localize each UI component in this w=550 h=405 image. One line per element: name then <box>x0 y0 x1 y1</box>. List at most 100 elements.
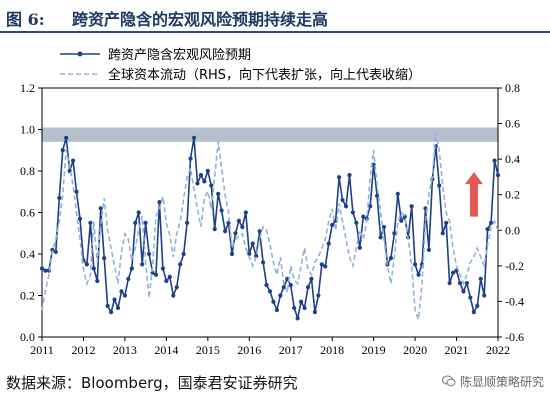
risk-expectation-point <box>129 266 134 271</box>
risk-expectation-point <box>412 262 418 267</box>
risk-expectation-point <box>271 299 276 304</box>
legend-label-risk: 跨资产隐含宏观风险预期 <box>108 47 251 63</box>
x-tick-label: 2015 <box>196 343 220 357</box>
arrow-shaft <box>469 182 478 217</box>
risk-expectation-point <box>57 195 62 201</box>
risk-expectation-point <box>119 289 124 294</box>
risk-expectation-point <box>133 220 138 225</box>
risk-expectation-point <box>164 278 169 284</box>
risk-expectation-point <box>392 231 397 236</box>
figure-title-bar: 图 6: 跨资产隐含的宏观风险预期持续走高 <box>0 0 550 33</box>
risk-expectation-point <box>105 303 110 308</box>
risk-expectation-point <box>202 179 207 184</box>
y-right-tick-label: 0.2 <box>505 188 520 202</box>
risk-expectation-point <box>88 220 93 225</box>
risk-expectation-point <box>84 262 89 267</box>
risk-expectation-point <box>468 295 473 300</box>
risk-expectation-point <box>153 272 159 277</box>
risk-expectation-point <box>461 289 466 294</box>
risk-expectation-point <box>184 220 190 225</box>
risk-expectation-point <box>60 148 65 153</box>
risk-expectation-point <box>444 220 449 225</box>
watermark-text: 陈显顺策略研究 <box>459 375 544 389</box>
risk-expectation-point <box>188 156 193 161</box>
arrow-head <box>464 172 483 185</box>
risk-expectation-point <box>95 278 100 284</box>
risk-expectation-point <box>267 289 273 294</box>
risk-expectation-point <box>64 135 69 140</box>
risk-expectation-point <box>440 231 445 236</box>
risk-expectation-point <box>381 224 387 230</box>
x-tick-label: 2014 <box>154 343 178 357</box>
risk-expectation-point <box>219 208 224 213</box>
risk-expectation-point <box>254 253 259 259</box>
risk-expectation-point <box>157 200 162 205</box>
risk-expectation-point <box>368 204 373 209</box>
chart-svg: 0.0 0.2 0.4 0.6 0.8 1.0 1.2 -0.6 -0.4 -0.2 0.0 0.2 0… <box>20 47 524 357</box>
risk-expectation-point <box>409 204 414 209</box>
risk-expectation-point <box>495 173 501 178</box>
y-left-tick-label: 0.6 <box>20 206 35 220</box>
x-tick-label: 2020 <box>403 343 427 357</box>
risk-expectation-point <box>243 210 248 215</box>
risk-expectation-point <box>178 262 183 267</box>
x-tick-label: 2017 <box>279 343 303 357</box>
risk-expectation-point <box>395 191 400 196</box>
risk-expectation-point <box>115 305 121 311</box>
risk-expectation-point <box>326 241 331 246</box>
y-right-tick-label: 0.6 <box>505 117 520 131</box>
risk-expectation-point <box>171 293 176 298</box>
risk-expectation-point <box>278 293 283 298</box>
risk-expectation-point <box>77 216 83 221</box>
risk-expectation-point <box>240 224 245 230</box>
risk-expectation-point <box>399 218 404 223</box>
risk-expectation-point <box>53 249 58 255</box>
risk-expectation-point <box>198 173 203 178</box>
y-right-tick-label: 0.0 <box>505 223 520 237</box>
risk-expectation-point <box>305 285 311 290</box>
x-tick-label: 2013 <box>113 343 137 357</box>
risk-expectation-point <box>143 220 148 225</box>
risk-expectation-point <box>447 280 452 286</box>
risk-expectation-point <box>174 285 179 290</box>
x-tick-label: 2021 <box>445 343 469 357</box>
risk-expectation-point <box>195 181 200 186</box>
risk-expectation-point <box>337 175 342 180</box>
y-right-tick-label: 0.4 <box>505 152 520 166</box>
source-note: 数据来源：Bloomberg，国泰君安证券研究 <box>6 374 298 392</box>
risk-expectation-point <box>70 158 76 163</box>
risk-expectation-point <box>343 204 349 209</box>
risk-expectation-point <box>475 303 480 308</box>
y-right-tick-label: -0.2 <box>505 259 524 273</box>
risk-expectation-point <box>212 227 217 232</box>
risk-expectation-point <box>260 260 266 265</box>
risk-expectation-point <box>347 173 352 178</box>
y-right-tick-label: -0.6 <box>505 330 524 344</box>
risk-expectation-point <box>205 168 210 174</box>
highlight-band <box>42 127 498 142</box>
risk-expectation-point <box>298 299 304 304</box>
risk-expectation-point <box>492 158 497 163</box>
risk-expectation-point <box>264 283 269 288</box>
risk-expectation-point <box>140 262 145 267</box>
risk-expectation-point <box>354 220 359 225</box>
risk-expectation-point <box>39 266 45 271</box>
risk-expectation-point <box>388 256 394 261</box>
risk-expectation-point <box>350 210 356 215</box>
risk-expectation-point <box>236 218 242 223</box>
x-tick-label: 2016 <box>237 343 261 357</box>
risk-expectation-point <box>74 189 79 194</box>
y-right-tick-label: -0.4 <box>505 294 524 308</box>
x-tick-label: 2022 <box>486 343 510 357</box>
figure-number: 图 6: <box>6 10 45 29</box>
risk-expectation-point <box>309 276 314 281</box>
x-tick-label: 2019 <box>362 343 386 357</box>
risk-expectation-point <box>485 227 490 232</box>
wechat-icon <box>441 375 456 390</box>
risk-expectation-point <box>122 293 128 298</box>
risk-expectation-point <box>247 251 252 257</box>
plot-frame <box>41 87 499 338</box>
risk-expectation-point <box>43 268 48 273</box>
risk-expectation-point <box>91 266 96 271</box>
y-left-tick-label: 0.2 <box>20 289 35 303</box>
